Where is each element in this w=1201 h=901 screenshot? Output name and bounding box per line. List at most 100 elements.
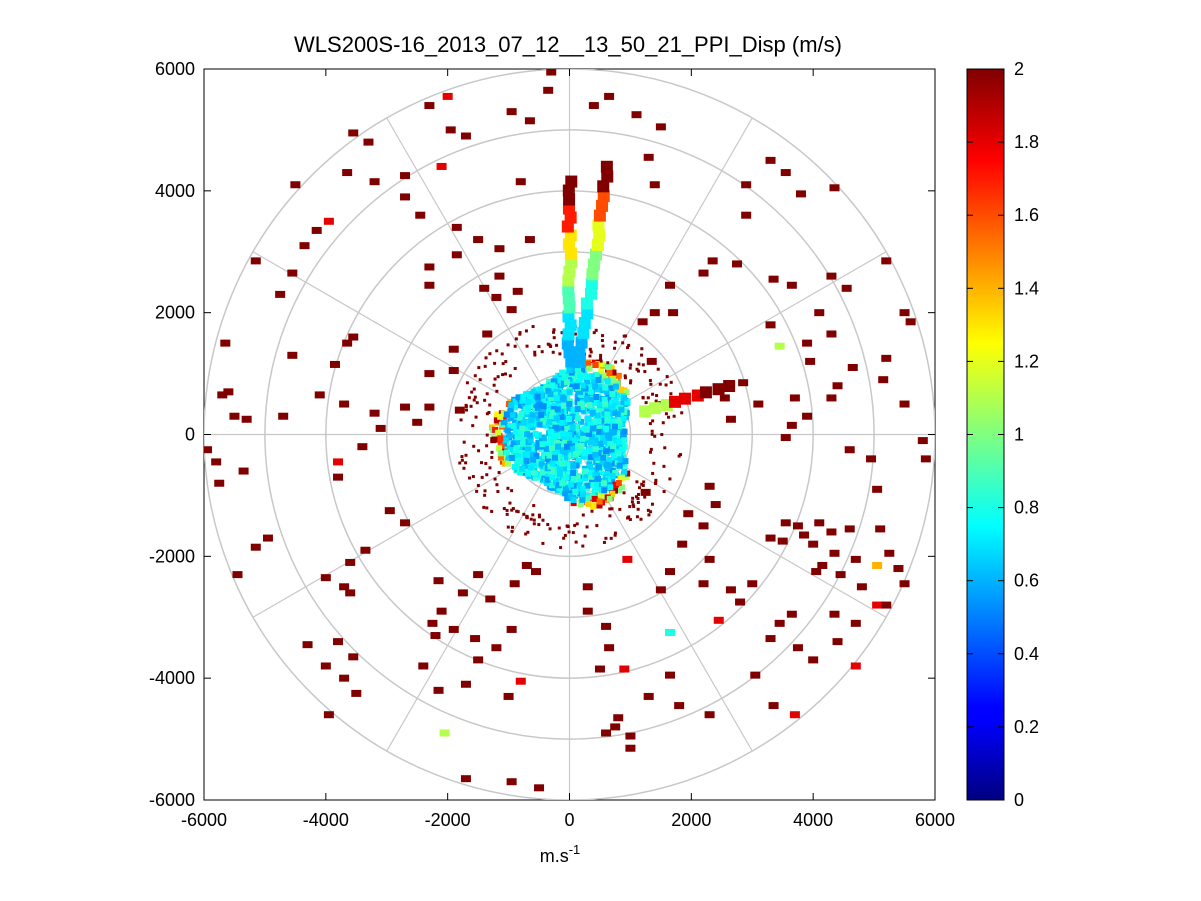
data-cell [826, 394, 837, 402]
speckle-cell [559, 546, 563, 550]
data-cell [899, 309, 910, 317]
data-cell [619, 665, 630, 673]
speckle-cell [477, 366, 481, 370]
speckle-cell [496, 375, 500, 379]
data-cell [415, 211, 426, 219]
speckle-cell [540, 350, 544, 354]
core-cell [548, 444, 555, 451]
core-cell [551, 471, 558, 478]
core-cell [566, 405, 573, 412]
speckle-cell [485, 473, 489, 477]
core-cell [602, 401, 609, 408]
speckle-cell [672, 414, 676, 418]
core-cell [600, 454, 607, 461]
core-cell [515, 394, 522, 401]
beam-cell [600, 160, 613, 173]
data-cell [829, 610, 840, 618]
data-cell [457, 589, 468, 597]
core-cell [529, 403, 536, 410]
core-cell [584, 495, 591, 502]
beam-cell [597, 190, 610, 203]
speckle-cell [537, 523, 541, 527]
data-cell [424, 403, 435, 411]
speckle-cell [467, 396, 471, 400]
core-cell [503, 449, 510, 456]
data-cell [780, 519, 791, 527]
data-cell [506, 625, 517, 633]
data-cell [424, 102, 435, 110]
data-cell [515, 677, 526, 685]
core-cell [525, 421, 532, 428]
speckle-cell [655, 394, 659, 398]
core-cell [566, 375, 573, 382]
speckle-cell [470, 390, 474, 394]
core-cell [591, 377, 598, 384]
data-cell [719, 394, 730, 402]
core-cell [568, 481, 575, 488]
speckle-cell [493, 377, 497, 381]
speckle-cell [546, 342, 550, 346]
core-cell [583, 395, 590, 402]
speckle-cell [636, 497, 640, 501]
speckle-cell [634, 495, 638, 499]
core-cell [562, 485, 569, 492]
speckle-cell [606, 361, 610, 365]
core-cell [620, 415, 627, 422]
core-cell [525, 398, 532, 405]
speckle-cell [526, 530, 530, 534]
data-cell [765, 321, 776, 329]
data-cell [792, 644, 803, 652]
data-cell [333, 458, 344, 466]
speckle-cell [490, 450, 494, 454]
core-cell [609, 479, 616, 486]
speckle-cell [492, 383, 496, 387]
data-cell [278, 412, 289, 420]
speckle-cell [532, 522, 536, 526]
core-cell [609, 377, 616, 384]
core-cell [589, 434, 596, 441]
core-cell [557, 376, 564, 383]
core-cell [577, 401, 584, 408]
core-cell [509, 411, 516, 418]
data-cell [445, 126, 456, 134]
speckle-cell [595, 524, 599, 528]
data-cell [214, 479, 225, 487]
beam-cell [591, 238, 604, 251]
core-cell [576, 482, 583, 489]
data-cell [509, 580, 520, 588]
data-cell [534, 784, 545, 792]
core-cell [519, 425, 526, 432]
core-cell [568, 453, 575, 460]
core-cell [582, 475, 589, 482]
data-cell [637, 318, 648, 326]
core-cell [520, 420, 527, 427]
x-tick-label: -6000 [181, 810, 227, 830]
data-cell [436, 607, 447, 615]
speckle-cell [639, 517, 643, 521]
data-cell [320, 574, 331, 582]
data-cell [649, 309, 660, 317]
speckle-cell [637, 362, 641, 366]
colorbar-tick-label: 2 [1014, 59, 1024, 79]
data-cell [774, 619, 785, 627]
core-cell [612, 397, 619, 404]
core-cell [566, 431, 573, 438]
core-cell [614, 459, 621, 466]
data-cell [275, 290, 286, 298]
data-cell [217, 391, 228, 399]
speckle-cell [560, 331, 564, 335]
speckle-cell [488, 352, 492, 356]
data-cell [844, 525, 855, 533]
data-cell [418, 662, 429, 670]
speckle-cell [661, 421, 665, 425]
speckle-cell [474, 415, 478, 419]
core-cell [519, 440, 526, 447]
speckle-cell [496, 490, 500, 494]
core-cell [578, 442, 585, 449]
data-cell [847, 363, 858, 371]
data-cell [750, 671, 761, 679]
data-cell [250, 543, 261, 551]
core-cell [589, 406, 596, 413]
core-cell [513, 445, 520, 452]
